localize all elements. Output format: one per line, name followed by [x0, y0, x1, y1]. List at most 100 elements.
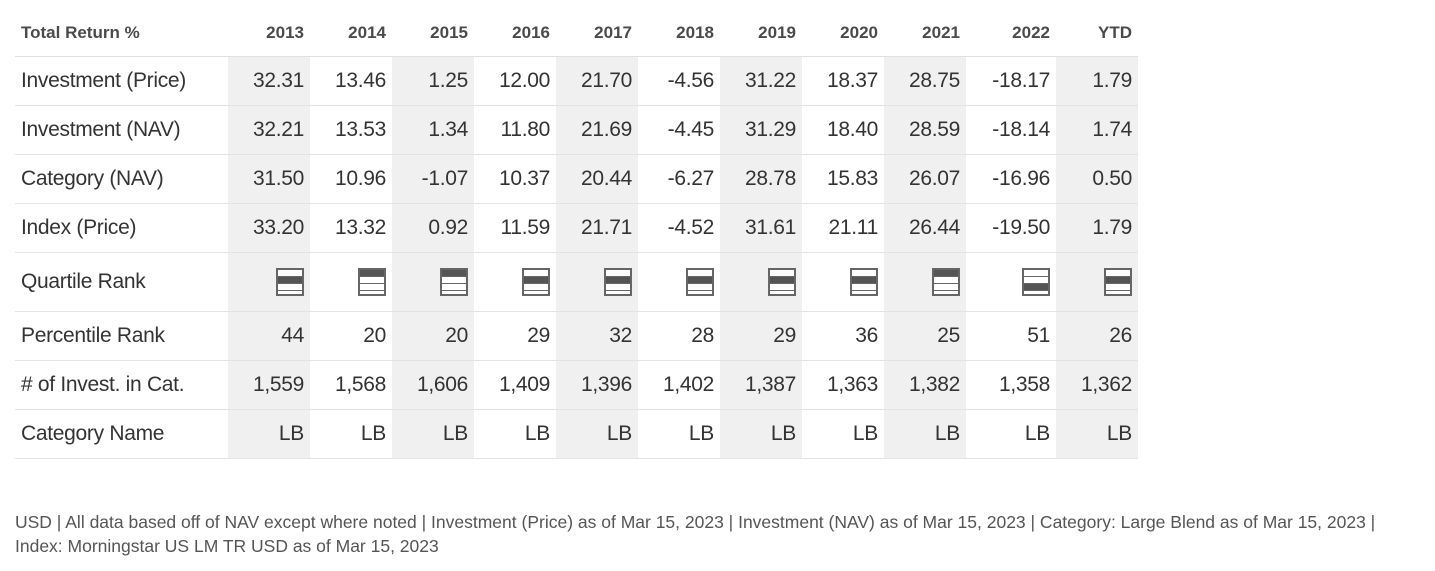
- table-cell: 1,387: [720, 360, 802, 410]
- quartile-rank-icon: [768, 268, 796, 296]
- table-cell: 29: [720, 311, 802, 361]
- table-cell: 1,358: [966, 360, 1056, 410]
- quartile-segment: [852, 270, 876, 277]
- table-cell: LB: [638, 409, 720, 459]
- table-cell: 11.80: [474, 105, 556, 155]
- total-return-table-container: Total Return % 2013 2014 2015 2016 2017 2018 2…: [15, 10, 1138, 459]
- quartile-segment: [1106, 277, 1130, 284]
- table-row: Investment (NAV) 32.21 13.53 1.34 11.80 21.69…: [15, 105, 1138, 155]
- quartile-segment: [278, 291, 302, 297]
- quartile-cell: [966, 252, 1056, 312]
- table-cell: -4.52: [638, 203, 720, 253]
- table-cell: 1.25: [392, 56, 474, 106]
- table-cell: 11.59: [474, 203, 556, 253]
- table-cell: LB: [392, 409, 474, 459]
- table-cell: 1.74: [1056, 105, 1138, 155]
- table-cell: 36: [802, 311, 884, 361]
- quartile-cell: [392, 252, 474, 312]
- table-cell: 26.07: [884, 154, 966, 204]
- quartile-cell: [884, 252, 966, 312]
- table-cell: 10.96: [310, 154, 392, 204]
- quartile-segment: [606, 277, 630, 284]
- quartile-segment: [524, 270, 548, 277]
- table-header-year: 2020: [802, 10, 884, 57]
- table-cell: 13.46: [310, 56, 392, 106]
- quartile-segment: [442, 277, 466, 284]
- quartile-segment: [442, 284, 466, 291]
- table-cell: 44: [228, 311, 310, 361]
- quartile-rank-row: Quartile Rank: [15, 252, 1138, 312]
- row-label: # of Invest. in Cat.: [15, 360, 228, 410]
- table-cell: LB: [228, 409, 310, 459]
- table-cell: 28: [638, 311, 720, 361]
- table-cell: 32.21: [228, 105, 310, 155]
- table-cell: 0.50: [1056, 154, 1138, 204]
- quartile-segment: [688, 284, 712, 291]
- table-header-year: 2016: [474, 10, 556, 57]
- table-header-label: Total Return %: [15, 10, 228, 57]
- row-label: Percentile Rank: [15, 311, 228, 361]
- quartile-segment: [360, 284, 384, 291]
- quartile-rank-icon: [686, 268, 714, 296]
- table-row: Category Name LB LB LB LB LB LB LB LB LB LB LB: [15, 409, 1138, 459]
- quartile-segment: [360, 270, 384, 277]
- quartile-segment: [852, 291, 876, 297]
- row-label: Category Name: [15, 409, 228, 459]
- quartile-segment: [934, 277, 958, 284]
- table-cell: LB: [556, 409, 638, 459]
- quartile-segment: [606, 270, 630, 277]
- quartile-rank-icon: [358, 268, 386, 296]
- table-cell: -16.96: [966, 154, 1056, 204]
- table-cell: 18.40: [802, 105, 884, 155]
- quartile-segment: [360, 291, 384, 297]
- quartile-segment: [360, 277, 384, 284]
- quartile-segment: [1106, 291, 1130, 297]
- table-cell: 20: [310, 311, 392, 361]
- quartile-segment: [524, 277, 548, 284]
- row-label: Investment (NAV): [15, 105, 228, 155]
- table-cell: 51: [966, 311, 1056, 361]
- quartile-segment: [1024, 277, 1048, 284]
- table-cell: 1,402: [638, 360, 720, 410]
- quartile-segment: [770, 284, 794, 291]
- quartile-segment: [278, 270, 302, 277]
- table-cell: LB: [474, 409, 556, 459]
- table-cell: -18.14: [966, 105, 1056, 155]
- quartile-segment: [1024, 284, 1048, 291]
- quartile-segment: [852, 277, 876, 284]
- table-header-year: 2019: [720, 10, 802, 57]
- quartile-segment: [688, 277, 712, 284]
- table-header-year: YTD: [1056, 10, 1138, 57]
- table-cell: 1,568: [310, 360, 392, 410]
- quartile-segment: [770, 277, 794, 284]
- table-cell: -6.27: [638, 154, 720, 204]
- quartile-rank-icon: [1104, 268, 1132, 296]
- quartile-segment: [442, 270, 466, 277]
- quartile-cell: [556, 252, 638, 312]
- table-cell: 1,396: [556, 360, 638, 410]
- footnote: USD | All data based off of NAV except w…: [15, 512, 1376, 556]
- quartile-cell: [228, 252, 310, 312]
- table-cell: 13.32: [310, 203, 392, 253]
- table-cell: -4.56: [638, 56, 720, 106]
- quartile-rank-icon: [604, 268, 632, 296]
- table-cell: 28.75: [884, 56, 966, 106]
- table-cell: 20.44: [556, 154, 638, 204]
- table-cell: LB: [310, 409, 392, 459]
- quartile-segment: [770, 291, 794, 297]
- quartile-cell: [802, 252, 884, 312]
- row-label: Quartile Rank: [15, 252, 228, 312]
- table-cell: LB: [1056, 409, 1138, 459]
- table-body: Investment (Price) 32.31 13.46 1.25 12.00 21.…: [15, 56, 1138, 459]
- quartile-segment: [278, 284, 302, 291]
- row-label: Investment (Price): [15, 56, 228, 106]
- quartile-segment: [934, 291, 958, 297]
- table-cell: 21.11: [802, 203, 884, 253]
- quartile-rank-icon: [440, 268, 468, 296]
- table-row: Index (Price) 33.20 13.32 0.92 11.59 21.71 -4.…: [15, 203, 1138, 253]
- table-cell: 29: [474, 311, 556, 361]
- quartile-cell: [310, 252, 392, 312]
- table-cell: 25: [884, 311, 966, 361]
- table-cell: 1,559: [228, 360, 310, 410]
- quartile-segment: [1106, 270, 1130, 277]
